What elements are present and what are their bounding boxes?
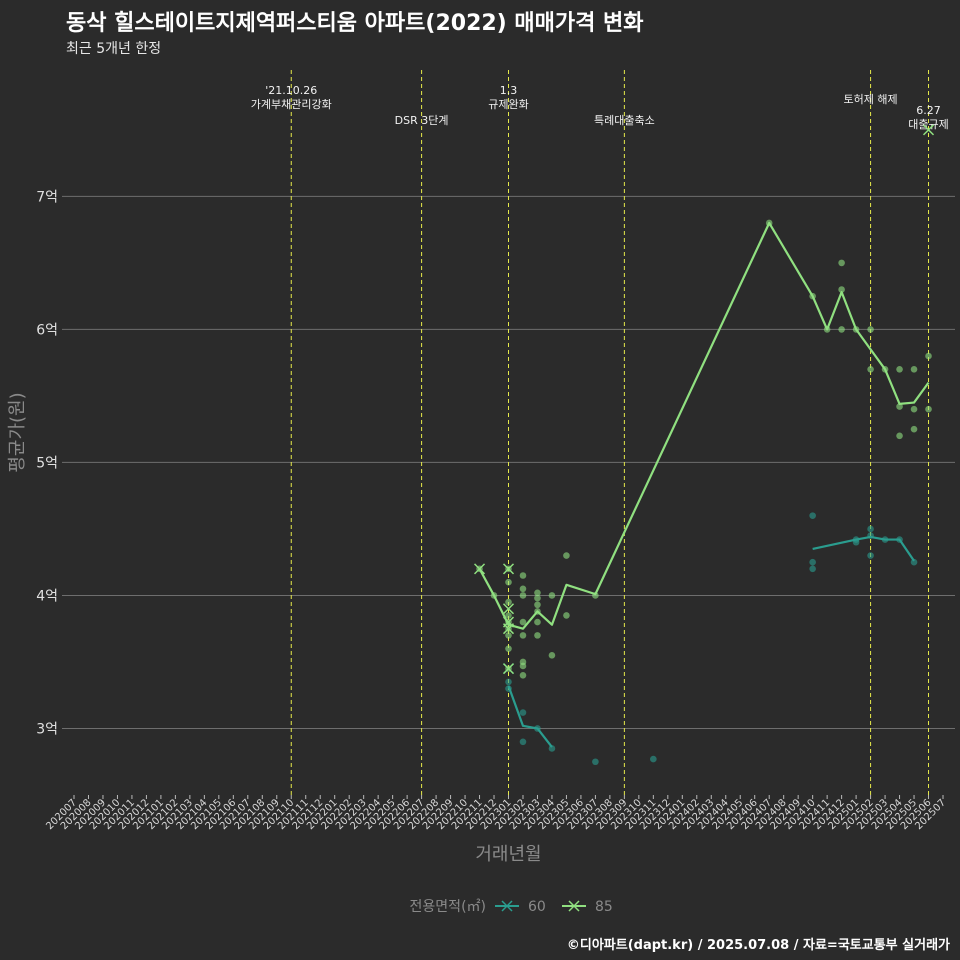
series-60-point [910,558,918,566]
cross-stroke [568,900,580,912]
series-85-point [505,645,512,652]
series-85-cross [502,623,515,635]
cross-stroke [922,124,935,136]
series-85-point [896,403,903,410]
event-label-line: 6.27 [916,104,941,117]
series-85-point [534,618,541,626]
series-85-point [505,612,512,619]
event-label: 특례대출축소 [594,114,655,127]
series-60-point [548,745,556,752]
series-85-point [519,662,527,670]
series-85-point [925,352,932,360]
series-85-point [867,366,874,373]
series-85-point [896,432,903,440]
series-85-point [838,259,845,267]
legend-title: 전용면적(㎡) [410,899,486,915]
event-label: 토허제 해제 [844,92,898,106]
series-85-point [534,594,541,602]
series-85-point [534,601,541,609]
series-85-point [519,671,527,679]
series-85-point [534,589,541,597]
series-85-point [896,366,903,373]
series-85-point [838,286,845,293]
series-85-cross [922,124,935,136]
series-85-point [925,405,932,413]
series-60-point [592,758,599,766]
cross-stroke [501,900,513,912]
event-label-line: 가계부채관리강화 [251,98,332,111]
y-tick-label: 4억 [36,588,58,604]
event-label-line: 규제완화 [488,98,528,111]
series-60-point [650,755,657,763]
series-60-point [519,709,527,716]
y-tick-label: 6억 [36,322,58,338]
legend-label: 60 [528,899,546,915]
series-60-point [809,565,816,573]
series-60-line [812,535,915,562]
legend-swatch-cross [501,900,513,912]
event-label-line: '21.10.26 [265,84,317,97]
series-85-point [867,326,874,333]
series-85-point [838,326,845,333]
series-60-point [809,558,816,566]
chart-subtitle: 최근 5개년 한정 [66,41,162,57]
series-85-point [519,618,527,626]
legend-label: 85 [595,899,613,915]
series-85-cross [474,563,486,575]
series-85-point [534,632,541,639]
chart-caption: ©디아파트(dapt.kr) / 2025.07.08 / 자료=국토교통부 실… [566,938,950,953]
series-85-point [519,585,527,593]
series-85-point [505,578,512,586]
event-label: 6.27 대출규제 [908,104,948,131]
chart-title: 동삭 힐스테이트지제역퍼스티움 아파트(2022) 매매가격 변화 [66,11,644,36]
y-tick-label: 7억 [36,189,58,205]
series-85-point [910,366,918,373]
series-85-point [563,552,570,559]
event-label-line: 대출규제 [908,118,948,131]
series-85-point [548,592,556,599]
series-85-point [519,572,527,579]
series-85-point [505,598,512,606]
series-85-point [910,405,918,413]
event-label-line: 1.3 [500,84,518,97]
cross-stroke [502,563,515,575]
series-85-line [478,221,930,630]
cross-stroke [502,623,515,635]
event-label: '21.10.26 가계부채관리강화 [251,84,332,111]
event-label: 1.3 규제완화 [488,84,528,111]
cross-stroke [502,603,515,615]
legend-swatch-cross [568,900,580,912]
series-85-point [910,425,918,433]
y-axis-title: 평균가(원) [7,392,28,472]
event-label-line: DSR 3단계 [395,114,449,127]
series-60-point [519,738,527,746]
series-85-cross [502,603,515,615]
y-tick-label: 3억 [36,721,58,737]
series-60-line [507,685,553,748]
series-85-point [519,632,527,639]
series-85-point [505,632,512,639]
series-85-point [563,612,570,619]
x-axis-title: 거래년월 [475,844,541,865]
series-60-point [867,525,874,533]
y-tick-label: 5억 [36,455,58,471]
event-label-line: 토허제 해제 [844,92,898,106]
event-label: DSR 3단계 [395,114,449,127]
series-60-point [867,552,874,559]
series-85-cross [502,563,515,575]
series-85-point [548,652,556,659]
series-85-cross [502,663,515,675]
series-60-point [809,512,816,519]
series-60-point [505,678,512,686]
cross-stroke [502,663,515,675]
event-label-line: 특례대출축소 [594,114,655,127]
series-85-point [519,592,527,599]
cross-stroke [474,563,486,575]
